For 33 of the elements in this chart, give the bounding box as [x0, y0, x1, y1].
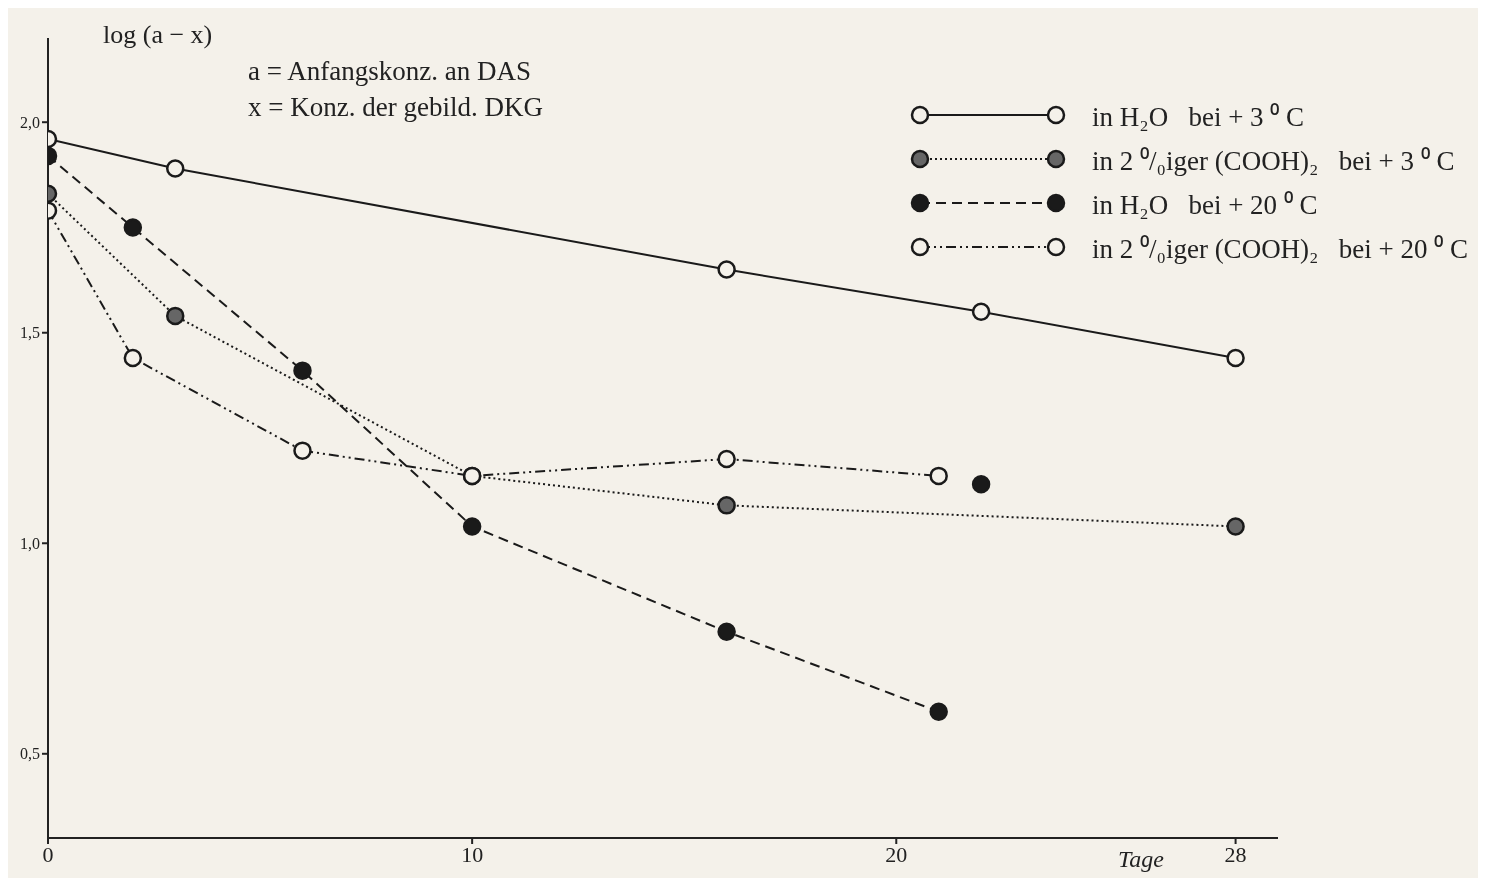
annotation: x = Konz. der gebild. DKG [248, 92, 543, 122]
point [462, 517, 482, 536]
point [717, 622, 736, 641]
point [929, 466, 948, 486]
legend-label: in H₂O bei + 3 ⁰ C [1091, 101, 1305, 132]
point [293, 361, 312, 380]
y-tick-label: 2,0 [20, 113, 40, 131]
point [717, 496, 736, 515]
x-tick-label: 0 [42, 841, 54, 867]
annotation: a = Anfangskonz. an DAS [248, 56, 531, 86]
legend-label: in H₂O bei + 20 ⁰ C [1091, 189, 1318, 220]
y-tick-label: 0,5 [20, 745, 40, 763]
x-tick-label: 10 [461, 841, 484, 867]
y-tick-label: 1,0 [20, 534, 40, 552]
y-axis-title: log (a − x) [103, 20, 213, 49]
point [971, 302, 991, 321]
x-axis-title: Tage [1118, 846, 1164, 872]
point [971, 475, 991, 494]
point [717, 449, 736, 469]
point [1226, 348, 1245, 368]
x-tick-label: 20 [885, 841, 908, 867]
y-tick-label: 1,5 [20, 324, 40, 342]
point [293, 441, 312, 460]
point [1226, 517, 1245, 536]
legend-label: in 2 ⁰/₀iger (COOH)₂ bei + 20 ⁰ C [1091, 233, 1468, 264]
point [123, 218, 143, 237]
point [165, 159, 185, 178]
point [929, 702, 948, 721]
point [717, 260, 736, 279]
x-tick-label: 28 [1224, 841, 1247, 867]
point [123, 348, 143, 368]
point [165, 306, 185, 326]
legend-label: in 2 ⁰/₀iger (COOH)₂ bei + 3 ⁰ C [1091, 145, 1455, 176]
